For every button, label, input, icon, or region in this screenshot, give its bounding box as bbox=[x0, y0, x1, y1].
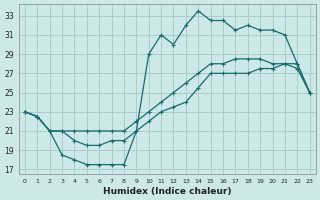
X-axis label: Humidex (Indice chaleur): Humidex (Indice chaleur) bbox=[103, 187, 232, 196]
